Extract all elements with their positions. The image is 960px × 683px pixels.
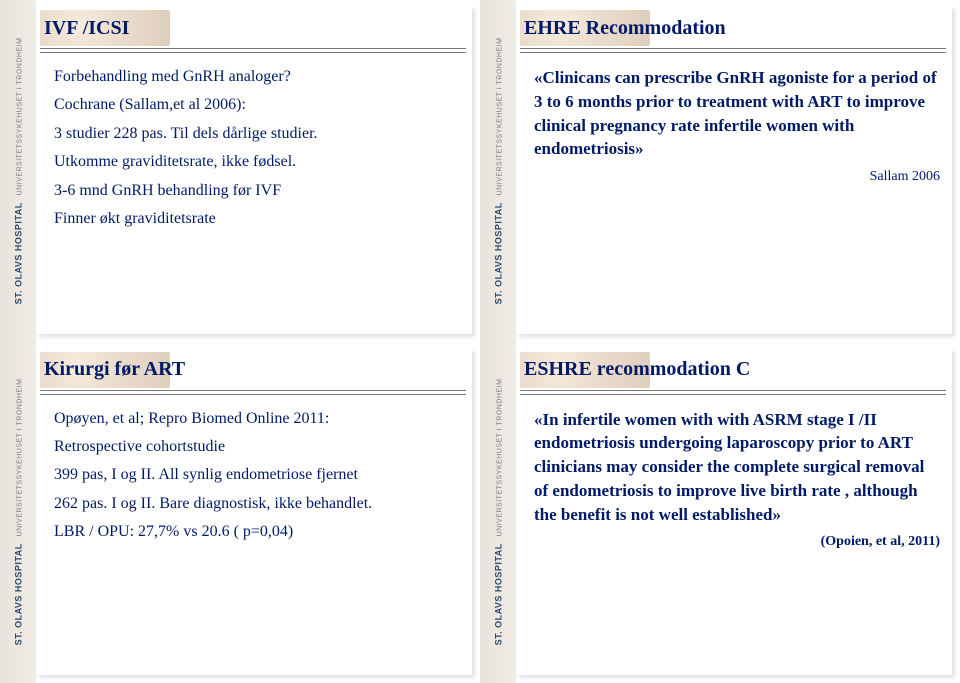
- line: LBR / OPU: 27,7% vs 20.6 ( p=0,04): [54, 521, 460, 543]
- title-divider: [40, 48, 466, 53]
- slide-body: «Clinicans can prescribe GnRH agoniste f…: [534, 60, 940, 328]
- line: Opøyen, et al; Repro Biomed Online 2011:: [54, 408, 460, 430]
- hospital-sidebar: ST. OLAVS HOSPITAL UNIVERSITETSSYKEHUSET…: [0, 0, 36, 342]
- slide-header: ESHRE recommodation C: [520, 352, 950, 388]
- line: Finner økt graviditetsrate: [54, 208, 460, 230]
- line: 399 pas, I og II. All synlig endometrios…: [54, 464, 460, 486]
- quote-text: «Clinicans can prescribe GnRH agoniste f…: [534, 66, 940, 161]
- slide-1: ST. OLAVS HOSPITAL UNIVERSITETSSYKEHUSET…: [0, 0, 480, 342]
- sidebar-label: ST. OLAVS HOSPITAL UNIVERSITETSSYKEHUSET…: [13, 379, 23, 646]
- line: 3-6 mnd GnRH behandling før IVF: [54, 180, 460, 202]
- sidebar-main: ST. OLAVS HOSPITAL: [13, 544, 23, 646]
- line: Retrospective cohortstudie: [54, 436, 460, 458]
- citation: Sallam 2006: [534, 167, 940, 187]
- line: 3 studier 228 pas. Til dels dårlige stud…: [54, 123, 460, 145]
- slide-title: Kirurgi før ART: [44, 358, 185, 381]
- slide-body: Opøyen, et al; Repro Biomed Online 2011:…: [54, 402, 460, 670]
- sidebar-main: ST. OLAVS HOSPITAL: [13, 202, 23, 304]
- sidebar-label: ST. OLAVS HOSPITAL UNIVERSITETSSYKEHUSET…: [493, 379, 503, 646]
- sidebar-sub: UNIVERSITETSSYKEHUSET I TRONDHEIM: [496, 379, 503, 537]
- sidebar-sub: UNIVERSITETSSYKEHUSET I TRONDHEIM: [496, 37, 503, 195]
- slide-4: ST. OLAVS HOSPITAL UNIVERSITETSSYKEHUSET…: [480, 342, 960, 683]
- hospital-sidebar: ST. OLAVS HOSPITAL UNIVERSITETSSYKEHUSET…: [480, 0, 516, 342]
- slide-header: Kirurgi før ART: [40, 352, 470, 388]
- slide-2: ST. OLAVS HOSPITAL UNIVERSITETSSYKEHUSET…: [480, 0, 960, 342]
- title-divider: [40, 390, 466, 395]
- slide-body: «In infertile women with with ASRM stage…: [534, 402, 940, 670]
- slide-title: EHRE Recommodation: [524, 17, 726, 40]
- slide-title: IVF /ICSI: [44, 17, 129, 40]
- title-divider: [520, 390, 946, 395]
- slide-3: ST. OLAVS HOSPITAL UNIVERSITETSSYKEHUSET…: [0, 342, 480, 683]
- slide-header: IVF /ICSI: [40, 10, 470, 46]
- slide-grid: ST. OLAVS HOSPITAL UNIVERSITETSSYKEHUSET…: [0, 0, 960, 683]
- line: Cochrane (Sallam,et al 2006):: [54, 94, 460, 116]
- line: Forbehandling med GnRH analoger?: [54, 66, 460, 88]
- hospital-sidebar: ST. OLAVS HOSPITAL UNIVERSITETSSYKEHUSET…: [0, 342, 36, 683]
- sidebar-main: ST. OLAVS HOSPITAL: [493, 544, 503, 646]
- sidebar-sub: UNIVERSITETSSYKEHUSET I TRONDHEIM: [16, 37, 23, 195]
- line: 262 pas. I og II. Bare diagnostisk, ikke…: [54, 493, 460, 515]
- sidebar-label: ST. OLAVS HOSPITAL UNIVERSITETSSYKEHUSET…: [13, 37, 23, 304]
- slide-title: ESHRE recommodation C: [524, 358, 750, 381]
- sidebar-label: ST. OLAVS HOSPITAL UNIVERSITETSSYKEHUSET…: [493, 37, 503, 304]
- citation: (Opoien, et al, 2011): [534, 532, 940, 552]
- quote-text: «In infertile women with with ASRM stage…: [534, 408, 940, 527]
- line: Utkomme graviditetsrate, ikke fødsel.: [54, 151, 460, 173]
- hospital-sidebar: ST. OLAVS HOSPITAL UNIVERSITETSSYKEHUSET…: [480, 342, 516, 683]
- title-divider: [520, 48, 946, 53]
- slide-body: Forbehandling med GnRH analoger? Cochran…: [54, 60, 460, 328]
- sidebar-main: ST. OLAVS HOSPITAL: [493, 202, 503, 304]
- slide-header: EHRE Recommodation: [520, 10, 950, 46]
- sidebar-sub: UNIVERSITETSSYKEHUSET I TRONDHEIM: [16, 379, 23, 537]
